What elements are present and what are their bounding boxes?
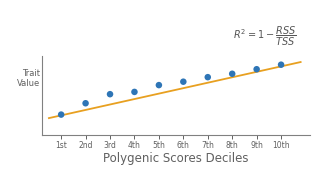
X-axis label: Polygenic Scores Deciles: Polygenic Scores Deciles [103,152,249,165]
Point [181,80,186,83]
Point [278,63,284,66]
Point [254,68,259,71]
Point [230,72,235,75]
Point [108,93,113,96]
Point [83,102,88,105]
Y-axis label: Trait
Value: Trait Value [17,69,40,88]
Point [156,84,162,87]
Point [205,76,210,79]
Point [59,113,64,116]
Text: $R^2 = 1 - \dfrac{RSS}{TSS}$: $R^2 = 1 - \dfrac{RSS}{TSS}$ [233,25,296,48]
Point [132,91,137,93]
